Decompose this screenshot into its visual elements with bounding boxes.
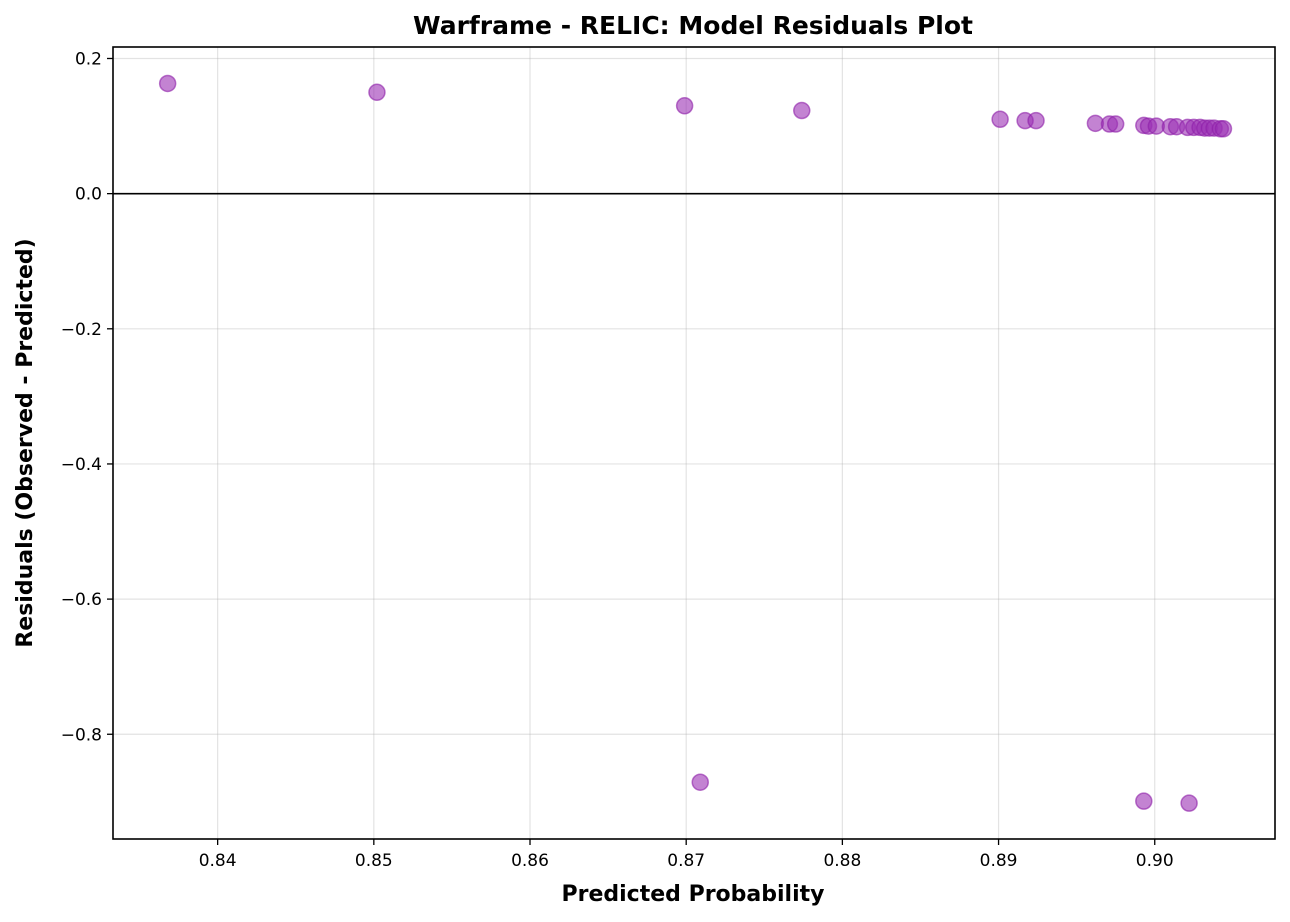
y-tick-label: −0.6 [61, 590, 102, 610]
x-tick-label: 0.88 [823, 851, 861, 871]
data-point [368, 83, 386, 102]
data-point [793, 101, 811, 120]
x-axis-label: Predicted Probability [562, 882, 825, 907]
data-point [1106, 115, 1125, 133]
x-tick-label: 0.90 [1136, 851, 1174, 871]
grid [113, 47, 1275, 839]
data-point [1135, 792, 1153, 810]
data-point [1027, 111, 1045, 130]
data-point [691, 773, 709, 791]
y-axis-label: Residuals (Observed - Predicted) [13, 238, 38, 647]
y-tick-label: 0.2 [75, 49, 102, 69]
y-tick-label: −0.4 [61, 455, 102, 475]
data-point [991, 110, 1009, 129]
y-axis: 0.2 0.0 −0.2 −0.4 −0.6 −0.8 [61, 49, 113, 745]
x-axis: 0.84 0.85 0.86 0.87 0.88 0.89 0.90 [199, 839, 1174, 871]
data-point [1214, 120, 1233, 138]
x-tick-label: 0.89 [980, 851, 1018, 871]
y-tick-label: 0.0 [75, 185, 102, 205]
x-tick-label: 0.87 [667, 851, 705, 871]
data-point [1180, 794, 1198, 812]
chart-title: Warframe - RELIC: Model Residuals Plot [413, 11, 973, 40]
data-point [158, 74, 177, 93]
x-tick-label: 0.86 [511, 851, 549, 871]
data-point [675, 97, 694, 115]
data-points [158, 74, 1233, 812]
x-tick-label: 0.84 [199, 851, 237, 871]
plot-area [112, 46, 1276, 840]
y-tick-label: −0.8 [61, 725, 102, 745]
y-tick-label: −0.2 [61, 320, 102, 340]
x-tick-label: 0.85 [355, 851, 393, 871]
